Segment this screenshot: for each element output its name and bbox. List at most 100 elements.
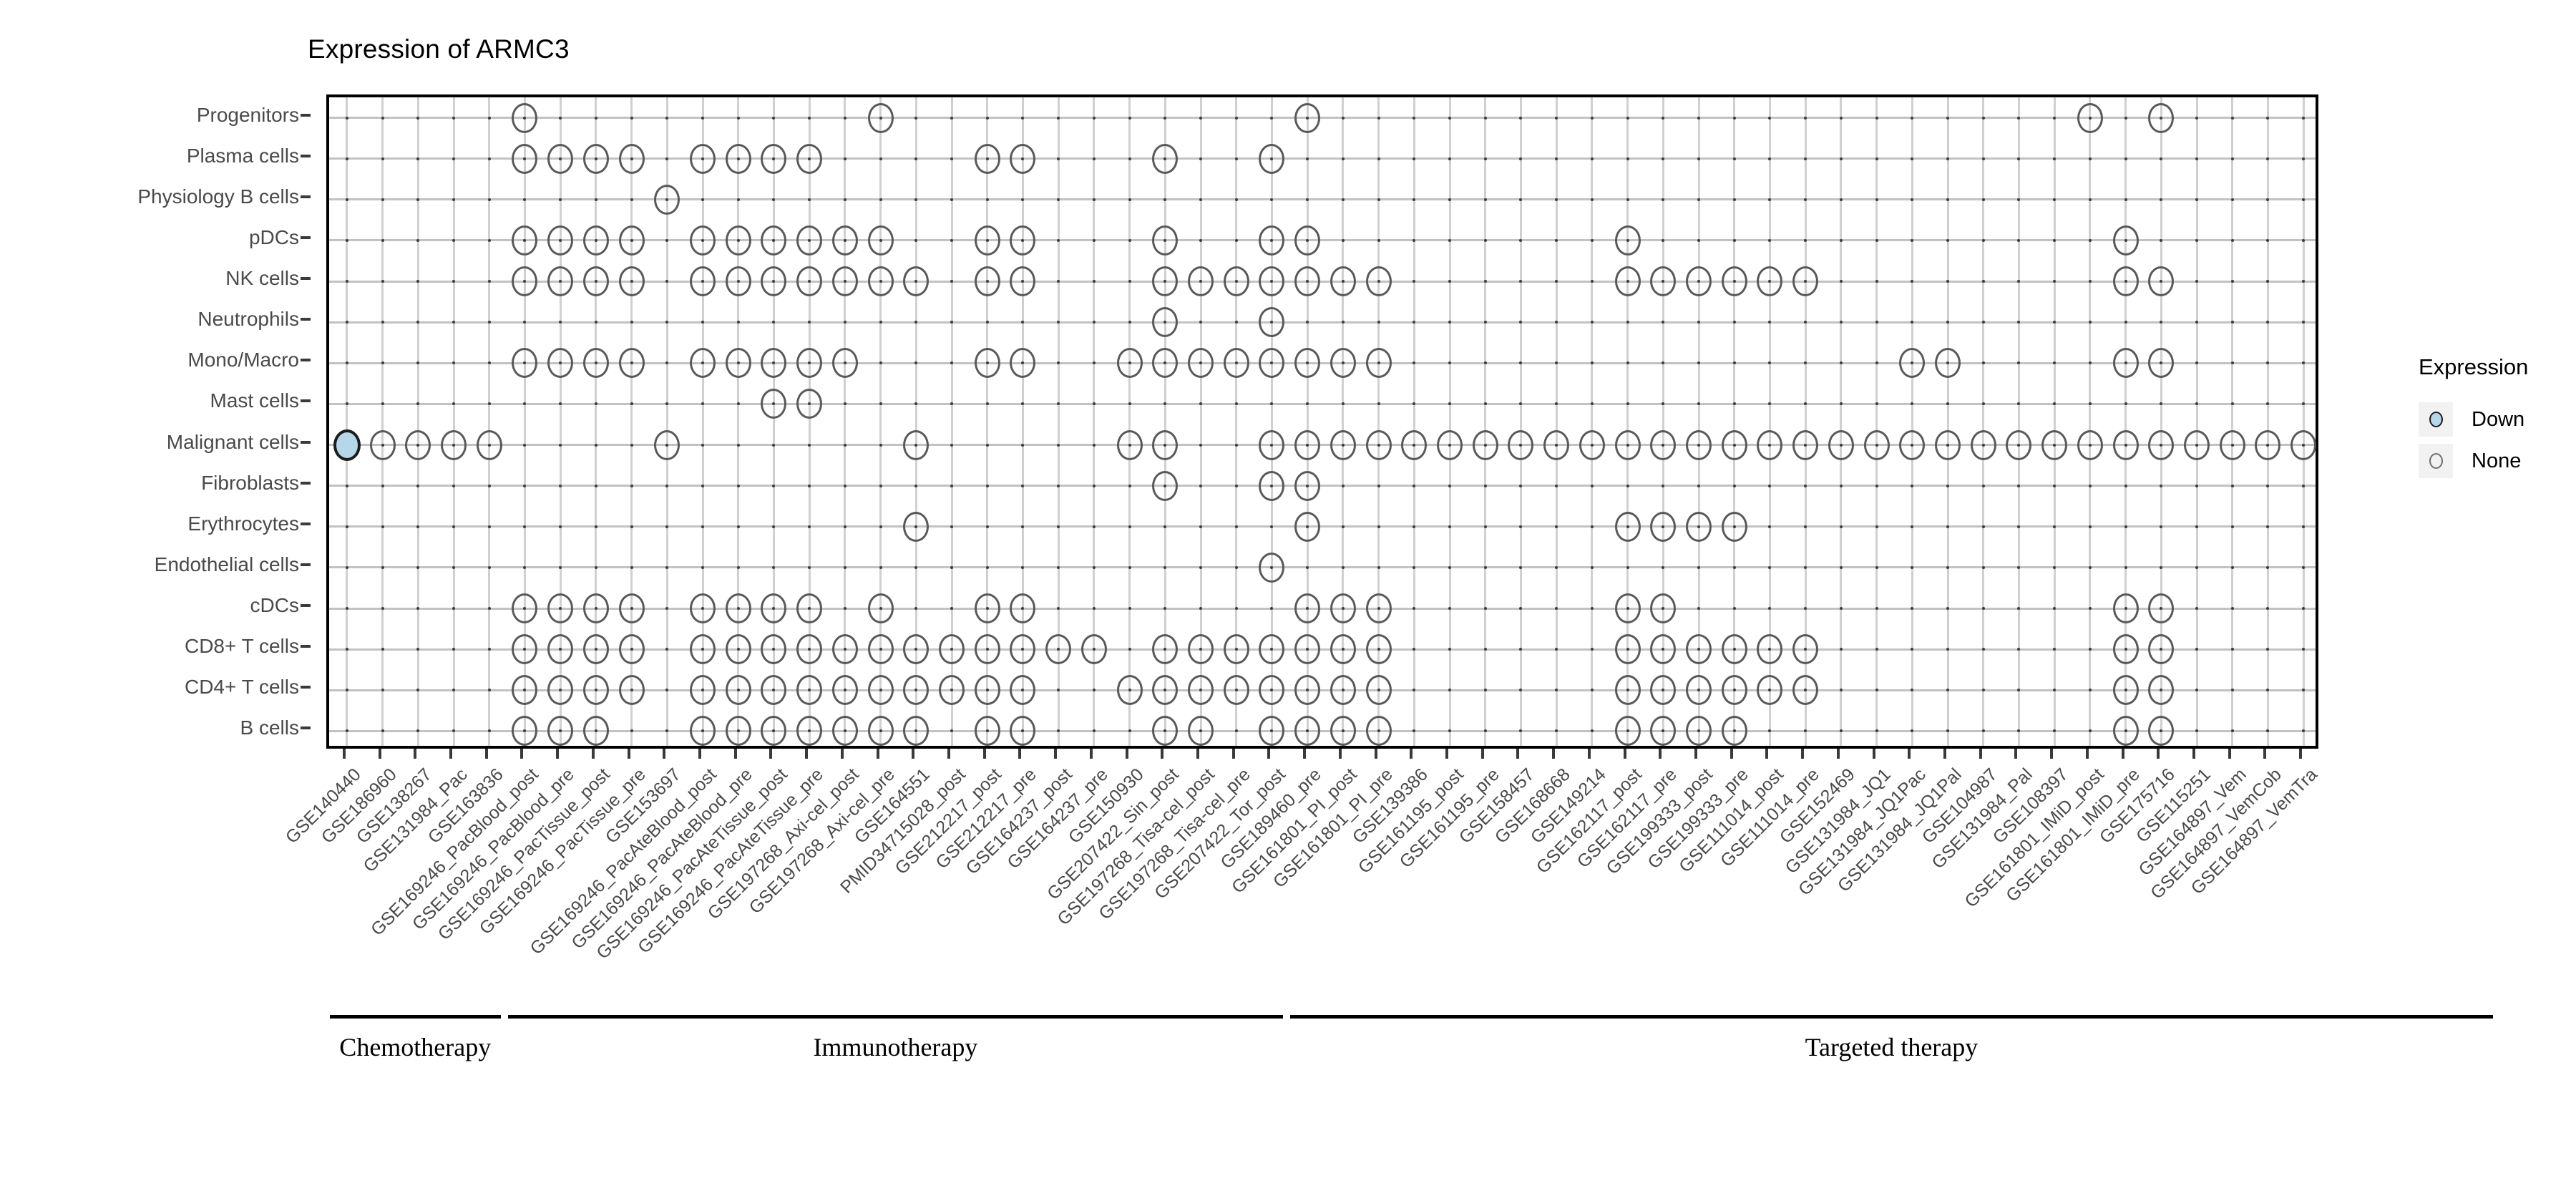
data-point[interactable] xyxy=(1792,634,1819,665)
data-point[interactable] xyxy=(618,593,645,624)
data-point[interactable] xyxy=(1152,470,1179,501)
legend-item[interactable]: None xyxy=(2419,440,2576,482)
data-point[interactable] xyxy=(725,266,751,297)
data-point[interactable] xyxy=(1828,429,1854,460)
data-point[interactable] xyxy=(333,429,361,461)
data-point[interactable] xyxy=(1152,307,1179,338)
data-point[interactable] xyxy=(1188,716,1214,747)
data-point[interactable] xyxy=(1614,511,1641,542)
data-point[interactable] xyxy=(1330,593,1356,624)
data-point[interactable] xyxy=(1686,675,1712,706)
data-point[interactable] xyxy=(2077,429,2103,460)
data-point[interactable] xyxy=(1650,593,1677,624)
data-point[interactable] xyxy=(2112,266,2139,297)
data-point[interactable] xyxy=(867,716,894,747)
data-point[interactable] xyxy=(1294,470,1321,501)
data-point[interactable] xyxy=(1223,675,1249,706)
data-point[interactable] xyxy=(1614,266,1641,297)
data-point[interactable] xyxy=(1188,266,1214,297)
data-point[interactable] xyxy=(1614,429,1641,460)
data-point[interactable] xyxy=(618,675,645,706)
data-point[interactable] xyxy=(1899,348,1926,379)
data-point[interactable] xyxy=(974,266,1000,297)
data-point[interactable] xyxy=(867,225,894,256)
data-point[interactable] xyxy=(1365,593,1392,624)
data-point[interactable] xyxy=(831,634,858,665)
data-point[interactable] xyxy=(618,634,645,665)
data-point[interactable] xyxy=(796,143,823,174)
data-point[interactable] xyxy=(1010,266,1036,297)
data-point[interactable] xyxy=(2112,593,2139,624)
data-point[interactable] xyxy=(1080,634,1107,665)
data-point[interactable] xyxy=(1152,143,1179,174)
data-point[interactable] xyxy=(1330,675,1356,706)
data-point[interactable] xyxy=(1010,675,1036,706)
data-point[interactable] xyxy=(725,225,751,256)
data-point[interactable] xyxy=(1650,675,1677,706)
data-point[interactable] xyxy=(476,429,502,460)
data-point[interactable] xyxy=(1259,348,1285,379)
data-point[interactable] xyxy=(903,511,930,542)
data-point[interactable] xyxy=(512,716,538,747)
data-point[interactable] xyxy=(796,675,823,706)
data-point[interactable] xyxy=(974,143,1000,174)
data-point[interactable] xyxy=(1010,348,1036,379)
data-point[interactable] xyxy=(903,429,930,460)
data-point[interactable] xyxy=(1294,102,1321,133)
data-point[interactable] xyxy=(1686,634,1712,665)
data-point[interactable] xyxy=(1223,348,1249,379)
data-point[interactable] xyxy=(1330,429,1356,460)
data-point[interactable] xyxy=(618,266,645,297)
data-point[interactable] xyxy=(796,348,823,379)
data-point[interactable] xyxy=(1188,675,1214,706)
data-point[interactable] xyxy=(1294,266,1321,297)
data-point[interactable] xyxy=(867,266,894,297)
data-point[interactable] xyxy=(1259,225,1285,256)
data-point[interactable] xyxy=(1757,266,1783,297)
data-point[interactable] xyxy=(1365,266,1392,297)
data-point[interactable] xyxy=(831,716,858,747)
data-point[interactable] xyxy=(939,675,965,706)
data-point[interactable] xyxy=(725,634,751,665)
data-point[interactable] xyxy=(582,143,609,174)
data-point[interactable] xyxy=(796,634,823,665)
data-point[interactable] xyxy=(1010,634,1036,665)
data-point[interactable] xyxy=(1152,675,1179,706)
data-point[interactable] xyxy=(1259,675,1285,706)
data-point[interactable] xyxy=(1330,266,1356,297)
data-point[interactable] xyxy=(1188,348,1214,379)
data-point[interactable] xyxy=(1650,266,1677,297)
data-point[interactable] xyxy=(512,593,538,624)
data-point[interactable] xyxy=(1294,348,1321,379)
data-point[interactable] xyxy=(761,389,787,419)
data-point[interactable] xyxy=(1294,225,1321,256)
data-point[interactable] xyxy=(1259,266,1285,297)
data-point[interactable] xyxy=(1437,429,1463,460)
data-point[interactable] xyxy=(2148,716,2175,747)
data-point[interactable] xyxy=(1365,634,1392,665)
data-point[interactable] xyxy=(1863,429,1890,460)
data-point[interactable] xyxy=(1116,429,1143,460)
data-point[interactable] xyxy=(405,429,431,460)
data-point[interactable] xyxy=(974,675,1000,706)
data-point[interactable] xyxy=(1721,429,1747,460)
data-point[interactable] xyxy=(1650,429,1677,460)
data-point[interactable] xyxy=(1650,511,1677,542)
data-point[interactable] xyxy=(974,634,1000,665)
data-point[interactable] xyxy=(796,593,823,624)
data-point[interactable] xyxy=(1223,634,1249,665)
data-point[interactable] xyxy=(690,634,716,665)
data-point[interactable] xyxy=(831,675,858,706)
data-point[interactable] xyxy=(761,266,787,297)
data-point[interactable] xyxy=(2255,429,2281,460)
data-point[interactable] xyxy=(1650,634,1677,665)
data-point[interactable] xyxy=(690,675,716,706)
data-point[interactable] xyxy=(1792,266,1819,297)
data-point[interactable] xyxy=(903,716,930,747)
data-point[interactable] xyxy=(547,225,574,256)
data-point[interactable] xyxy=(512,102,538,133)
data-point[interactable] xyxy=(1935,429,1961,460)
data-point[interactable] xyxy=(547,266,574,297)
data-point[interactable] xyxy=(2219,429,2245,460)
data-point[interactable] xyxy=(2148,429,2175,460)
